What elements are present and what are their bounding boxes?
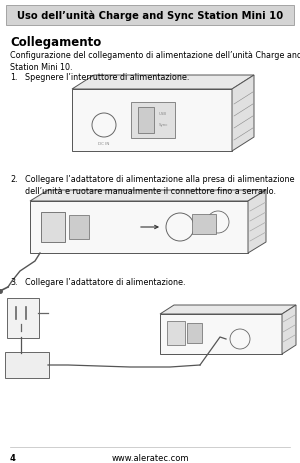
Text: Collegare l’adattatore di alimentazione.: Collegare l’adattatore di alimentazione. <box>25 277 185 287</box>
Text: DC IN: DC IN <box>98 142 110 146</box>
Text: 3.: 3. <box>10 277 17 287</box>
FancyBboxPatch shape <box>138 108 154 134</box>
FancyBboxPatch shape <box>167 321 185 345</box>
Polygon shape <box>232 76 254 152</box>
Text: Sync: Sync <box>159 123 168 127</box>
Text: 1.: 1. <box>10 73 17 82</box>
FancyBboxPatch shape <box>30 201 248 253</box>
FancyBboxPatch shape <box>41 213 65 243</box>
FancyBboxPatch shape <box>5 352 49 378</box>
FancyBboxPatch shape <box>160 314 282 354</box>
FancyBboxPatch shape <box>6 6 294 26</box>
Text: 2.: 2. <box>10 175 18 184</box>
Polygon shape <box>248 191 266 253</box>
Text: Uso dell’unità Charge and Sync Station Mini 10: Uso dell’unità Charge and Sync Station M… <box>17 11 283 21</box>
Polygon shape <box>282 305 296 354</box>
Text: USB: USB <box>159 112 167 116</box>
FancyBboxPatch shape <box>69 216 89 239</box>
Polygon shape <box>72 76 254 90</box>
FancyBboxPatch shape <box>187 323 202 343</box>
Text: Configurazione del collegamento di alimentazione dell’unità Charge and Sync
Stat: Configurazione del collegamento di alime… <box>10 51 300 72</box>
Polygon shape <box>30 191 266 201</box>
Text: www.aleratec.com: www.aleratec.com <box>111 453 189 462</box>
Text: Collegare l’adattatore di alimentazione alla presa di alimentazione
dell’unità e: Collegare l’adattatore di alimentazione … <box>25 175 295 196</box>
Text: Spegnere l’interruttore di alimentazione.: Spegnere l’interruttore di alimentazione… <box>25 73 189 82</box>
Polygon shape <box>160 305 296 314</box>
FancyBboxPatch shape <box>72 90 232 152</box>
FancyBboxPatch shape <box>131 103 175 139</box>
FancyBboxPatch shape <box>192 214 216 234</box>
FancyBboxPatch shape <box>7 298 39 338</box>
Text: 4: 4 <box>10 453 16 462</box>
Text: Collegamento: Collegamento <box>10 36 101 49</box>
